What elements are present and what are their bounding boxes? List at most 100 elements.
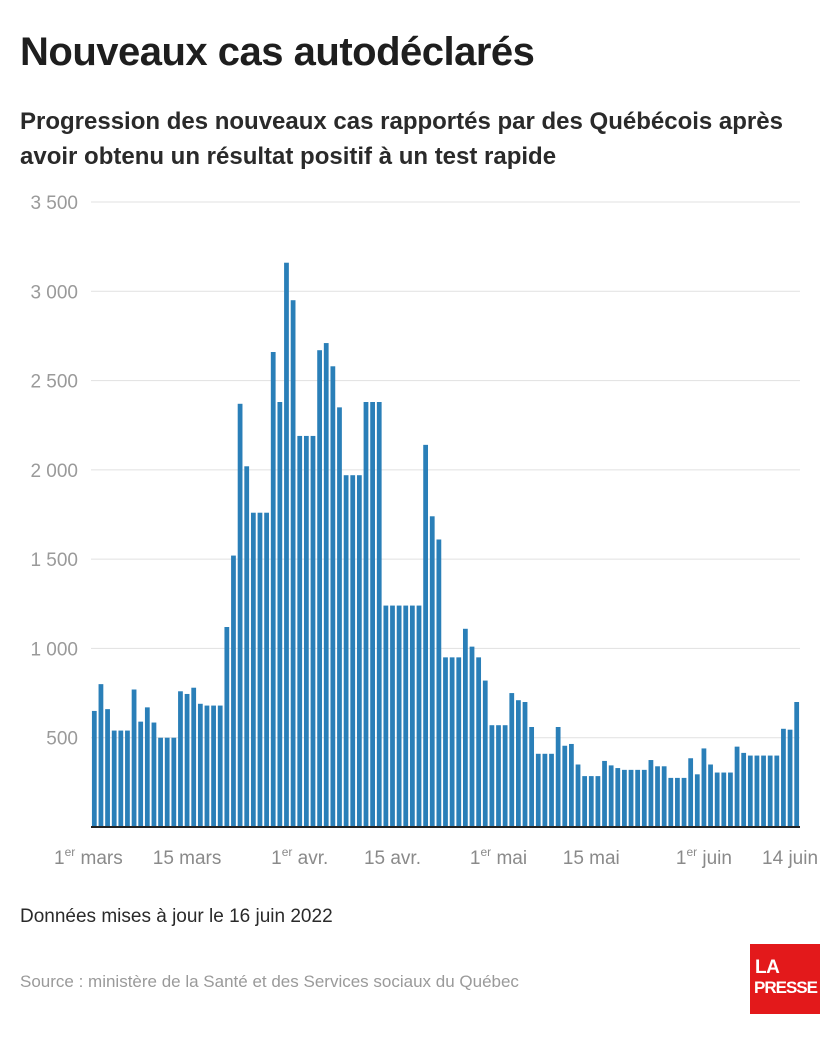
bar (628, 769, 634, 827)
bar (350, 475, 356, 827)
y-tick-label: 2 500 (30, 372, 78, 393)
x-tick-label-sup: er (282, 845, 293, 859)
bar (655, 766, 660, 827)
bar (482, 680, 488, 827)
bar (555, 727, 561, 827)
x-tick-label-sup: er (65, 845, 76, 859)
bar (310, 435, 316, 827)
x-tick-label: 15 mai (563, 848, 620, 869)
bar (178, 691, 183, 827)
bar (363, 402, 369, 827)
bar (264, 512, 269, 827)
bar (330, 366, 336, 827)
x-tick-label-main: 15 mai (563, 848, 620, 869)
bars (91, 262, 800, 828)
bar (270, 352, 276, 827)
bar (171, 737, 177, 827)
bar (211, 705, 216, 827)
bar (277, 402, 283, 827)
chart-subtitle: Progression des nouveaux cas rapportés p… (20, 108, 783, 170)
y-tick-label: 1 500 (30, 550, 78, 571)
bar (562, 745, 568, 827)
bar (138, 721, 144, 827)
bar (754, 755, 760, 827)
bar (197, 703, 203, 827)
bar (383, 605, 389, 827)
bar (496, 725, 501, 827)
bar (111, 730, 117, 827)
bar (449, 657, 455, 827)
bar (701, 748, 707, 827)
logo-line-1: LA (755, 957, 780, 978)
bar (622, 769, 627, 827)
bar (456, 657, 462, 827)
bar (217, 705, 223, 827)
x-tick-label-main: 15 avr. (364, 848, 421, 869)
bar (231, 555, 236, 827)
bar (714, 772, 720, 827)
chart-title: Nouveaux cas autodéclarés (20, 30, 535, 74)
bar (469, 646, 475, 827)
logo-line-2: PRESSE (754, 978, 818, 997)
bar (91, 710, 97, 827)
y-axis-labels: 500 1 000 1 500 2 000 2 500 3 000 3 500 (30, 193, 78, 750)
bar (681, 777, 687, 827)
bar (641, 769, 647, 827)
bar (244, 466, 250, 827)
bar (462, 628, 468, 827)
bar (376, 402, 382, 827)
bar (158, 737, 163, 827)
bar (721, 772, 727, 827)
bar (105, 709, 110, 827)
bar (429, 516, 435, 827)
bar (608, 765, 614, 827)
gridlines (91, 201, 800, 739)
bar (728, 772, 733, 827)
bar (787, 729, 793, 827)
bar (290, 300, 296, 828)
bar (734, 746, 740, 827)
x-tick-label-sup: er (481, 845, 492, 859)
x-tick-label-main: 15 mars (153, 848, 222, 869)
x-tick-label-rest: avr. (292, 848, 328, 869)
bar (476, 657, 482, 827)
bar (615, 768, 621, 827)
bar (569, 743, 574, 827)
la-presse-logo: LA PRESSE (750, 944, 820, 1014)
x-tick-label: 15 avr. (364, 848, 421, 869)
bar (118, 730, 124, 827)
bar (184, 693, 190, 827)
bar (502, 725, 508, 827)
bar (390, 605, 395, 827)
bar (98, 684, 104, 827)
x-tick-label-rest: mai (491, 848, 527, 869)
bar (509, 693, 515, 827)
bar (648, 760, 654, 827)
x-tick-label: 1er mars (54, 845, 123, 869)
bar (164, 737, 170, 827)
bar (761, 755, 766, 827)
bar (529, 727, 535, 827)
bar (595, 776, 601, 827)
bar (635, 769, 641, 827)
x-tick-label: 14 juin (762, 848, 818, 869)
bar (694, 774, 700, 827)
bar (794, 702, 800, 827)
bar (416, 605, 422, 827)
bar (303, 435, 309, 827)
y-tick-label: 1 000 (30, 639, 78, 660)
x-tick-label-sup: er (686, 845, 697, 859)
bar (191, 687, 197, 827)
bar (443, 657, 448, 827)
source-note: Source : ministère de la Santé et des Se… (20, 972, 519, 991)
bar (522, 702, 528, 827)
bar (582, 776, 588, 827)
x-tick-label-main: 1 (271, 848, 282, 869)
bar (675, 777, 680, 827)
y-tick-label: 3 500 (30, 193, 78, 214)
bar (257, 512, 263, 827)
bar (317, 350, 322, 827)
bar (436, 539, 442, 827)
bar (688, 758, 694, 827)
